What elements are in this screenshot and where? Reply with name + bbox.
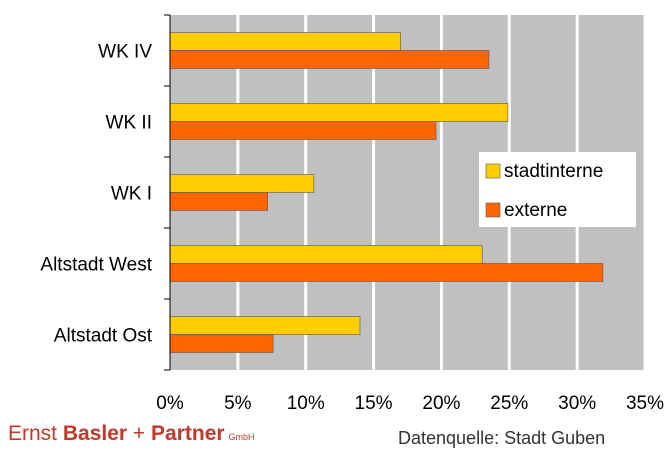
legend-label-externe: externe bbox=[504, 200, 567, 221]
x-tick-label-4: 20% bbox=[422, 393, 460, 414]
logo-word-partner: Partner bbox=[151, 422, 225, 445]
category-label-0: WK IV bbox=[98, 42, 152, 63]
x-tick-label-2: 10% bbox=[287, 393, 325, 414]
bar-stadtinterne-1 bbox=[169, 103, 509, 122]
x-tick-label-5: 25% bbox=[490, 393, 528, 414]
logo-word-ernst: Ernst bbox=[8, 422, 63, 445]
x-tick-label-3: 15% bbox=[355, 393, 393, 414]
logo-gmbh: GmbH bbox=[228, 432, 255, 442]
legend-label-stadtinterne: stadtinterne bbox=[504, 161, 603, 182]
data-source-note: Datenquelle: Stadt Guben bbox=[398, 428, 606, 448]
bar-externe-0 bbox=[169, 50, 490, 69]
x-tick-label-0: 0% bbox=[156, 393, 184, 414]
x-tick-label-7: 35% bbox=[626, 393, 664, 414]
company-logo: Ernst Basler + Partner GmbH bbox=[8, 422, 255, 446]
bar-externe-1 bbox=[169, 121, 437, 140]
bar-stadtinterne-0 bbox=[169, 32, 402, 51]
category-label-1: WK II bbox=[106, 113, 152, 134]
bar-stadtinterne-3 bbox=[169, 245, 483, 264]
legend-swatch-stadtinterne bbox=[485, 163, 501, 179]
legend-box bbox=[479, 152, 636, 227]
bar-externe-2 bbox=[169, 192, 269, 211]
logo-word-basler: Basler bbox=[62, 422, 128, 445]
category-label-2: WK I bbox=[111, 184, 152, 205]
category-label-4: Altstadt Ost bbox=[54, 326, 153, 347]
logo-plus: + bbox=[127, 422, 152, 445]
bar-stadtinterne-2 bbox=[169, 174, 315, 193]
x-tick-label-1: 5% bbox=[224, 393, 252, 414]
bar-externe-3 bbox=[169, 263, 604, 282]
x-tick-label-6: 30% bbox=[558, 393, 596, 414]
legend-swatch-externe bbox=[485, 202, 501, 218]
bar-externe-4 bbox=[169, 334, 274, 353]
category-label-3: Altstadt West bbox=[40, 255, 152, 276]
bar-stadtinterne-4 bbox=[169, 316, 361, 335]
